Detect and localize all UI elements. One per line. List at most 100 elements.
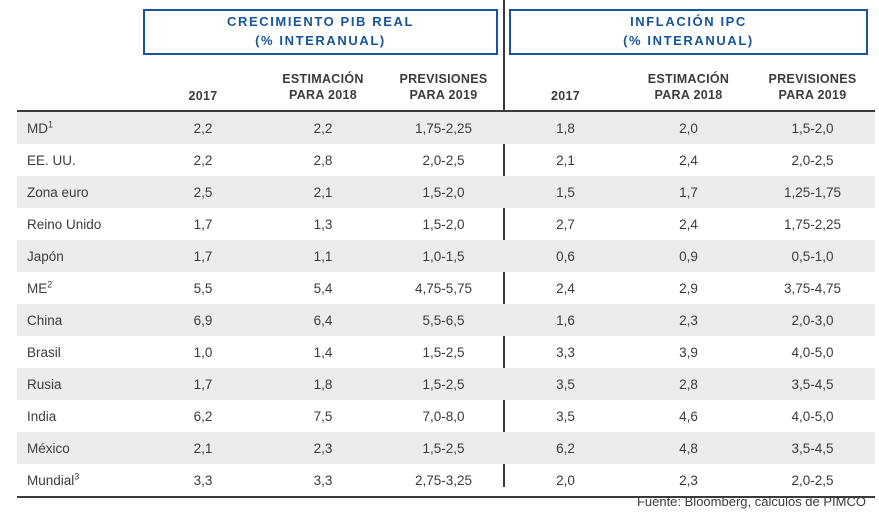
row-label: EE. UU. bbox=[27, 152, 76, 168]
ipc-value-2018: 1,7 bbox=[679, 184, 698, 200]
data-table: 2017 ESTIMACIÓN PARA 2018 PREVISIONES PA… bbox=[17, 55, 875, 498]
ipc-value-2018: 0,9 bbox=[679, 248, 698, 264]
gdp-col-prev-2019-label: PREVISIONES PARA 2019 bbox=[399, 71, 488, 102]
table-row: EE. UU. 2,2 2,8 2,0-2,5 2,1 2,4 2,0-2,5 bbox=[17, 144, 875, 176]
gdp-subtitle: (% INTERANUAL) bbox=[255, 33, 386, 48]
ipc-value-2017: 1,8 bbox=[556, 120, 575, 136]
gdp-col-est-2018-label: ESTIMACIÓN PARA 2018 bbox=[282, 71, 364, 102]
row-label-footnote: 1 bbox=[48, 119, 54, 129]
row-label: Rusia bbox=[27, 376, 62, 392]
pib-value-2019: 1,5-2,5 bbox=[422, 376, 465, 392]
ipc-value-2019: 4,0-5,0 bbox=[791, 344, 834, 360]
pib-value-2018: 3,3 bbox=[313, 472, 333, 488]
pib-value-2017: 1,0 bbox=[193, 344, 213, 360]
ipc-value-2017: 3,5 bbox=[556, 376, 575, 392]
pib-value-2018: 1,4 bbox=[313, 344, 333, 360]
table-row: Brasil 1,0 1,4 1,5-2,5 3,3 3,9 4,0-5,0 bbox=[17, 336, 875, 368]
table-row: India 6,2 7,5 7,0-8,0 3,5 4,6 4,0-5,0 bbox=[17, 400, 875, 432]
pib-value-2018: 6,4 bbox=[313, 312, 333, 328]
pib-value-2017: 6,2 bbox=[193, 408, 213, 424]
pib-value-2019: 1,0-1,5 bbox=[422, 248, 465, 264]
ipc-col-2017-label: 2017 bbox=[550, 89, 580, 103]
row-label: MD1 bbox=[27, 119, 54, 136]
pib-value-2019: 5,5-6,5 bbox=[422, 312, 465, 328]
row-label: China bbox=[27, 312, 63, 328]
ipc-title-box: INFLACIÓN IPC (% INTERANUAL) bbox=[509, 9, 868, 55]
ipc-value-2018: 2,8 bbox=[679, 376, 698, 392]
row-label: India bbox=[27, 408, 57, 424]
table-header: 2017 ESTIMACIÓN PARA 2018 PREVISIONES PA… bbox=[17, 55, 875, 111]
ipc-value-2018: 2,9 bbox=[679, 280, 698, 296]
table-row: Japón 1,7 1,1 1,0-1,5 0,6 0,9 0,5-1,0 bbox=[17, 240, 875, 272]
table-row: ME2 5,5 5,4 4,75-5,75 2,4 2,9 3,75-4,75 bbox=[17, 272, 875, 304]
pib-value-2017: 1,7 bbox=[193, 248, 213, 264]
ipc-value-2018: 2,3 bbox=[679, 312, 698, 328]
table-row: Reino Unido 1,7 1,3 1,5-2,0 2,7 2,4 1,75-2,25 bbox=[17, 208, 875, 240]
pib-value-2018: 2,8 bbox=[313, 152, 333, 168]
ipc-value-2017: 1,6 bbox=[556, 312, 575, 328]
pib-value-2018: 2,1 bbox=[313, 184, 333, 200]
pib-value-2019: 4,75-5,75 bbox=[414, 280, 473, 296]
ipc-value-2017: 6,2 bbox=[556, 440, 575, 456]
ipc-value-2017: 1,5 bbox=[556, 184, 575, 200]
ipc-value-2019: 2,0-3,0 bbox=[791, 312, 834, 328]
pib-value-2019: 1,5-2,5 bbox=[422, 344, 465, 360]
ipc-value-2017: 2,4 bbox=[556, 280, 575, 296]
pib-value-2019: 2,75-3,25 bbox=[414, 472, 473, 488]
gdp-title: CRECIMIENTO PIB REAL bbox=[226, 14, 415, 30]
row-label-footnote: 3 bbox=[74, 471, 80, 481]
ipc-value-2018: 2,4 bbox=[679, 152, 698, 168]
label-column-header bbox=[17, 55, 143, 111]
ipc-value-2019: 4,0-5,0 bbox=[791, 408, 834, 424]
ipc-value-2018: 4,8 bbox=[679, 440, 698, 456]
table-row: Rusia 1,7 1,8 1,5-2,5 3,5 2,8 3,5-4,5 bbox=[17, 368, 875, 400]
row-label: Mundial3 bbox=[27, 471, 80, 488]
gdp-title-box: CRECIMIENTO PIB REAL (% INTERANUAL) bbox=[143, 9, 498, 55]
ipc-value-2017: 2,1 bbox=[556, 152, 575, 168]
ipc-value-2017: 2,0 bbox=[556, 472, 575, 488]
pib-value-2017: 3,3 bbox=[193, 472, 213, 488]
row-label-footnote: 2 bbox=[47, 279, 53, 289]
pib-value-2017: 2,1 bbox=[193, 440, 213, 456]
table-row: MD1 2,2 2,2 1,75-2,25 1,8 2,0 1,5-2,0 bbox=[17, 111, 875, 144]
pib-value-2018: 5,4 bbox=[313, 280, 333, 296]
pib-value-2017: 2,5 bbox=[193, 184, 213, 200]
pib-value-2018: 7,5 bbox=[313, 408, 333, 424]
ipc-value-2018: 2,3 bbox=[679, 472, 698, 488]
ipc-col-prev-2019-label: PREVISIONES PARA 2019 bbox=[768, 71, 857, 102]
ipc-value-2019: 1,75-2,25 bbox=[783, 216, 842, 232]
gdp-col-2017: 2017 bbox=[143, 55, 263, 111]
pib-value-2017: 1,7 bbox=[193, 216, 213, 232]
pib-value-2019: 2,0-2,5 bbox=[422, 152, 465, 168]
ipc-value-2017: 3,3 bbox=[556, 344, 575, 360]
ipc-value-2019: 3,75-4,75 bbox=[783, 280, 842, 296]
pib-value-2019: 1,5-2,5 bbox=[422, 440, 465, 456]
ipc-value-2019: 1,5-2,0 bbox=[791, 120, 834, 136]
ipc-value-2017: 2,7 bbox=[556, 216, 575, 232]
ipc-col-est-2018-label: ESTIMACIÓN PARA 2018 bbox=[647, 71, 730, 102]
gdp-col-prev-2019: PREVISIONES PARA 2019 bbox=[383, 55, 504, 111]
ipc-subtitle: (% INTERANUAL) bbox=[623, 33, 754, 48]
pib-value-2018: 1,8 bbox=[313, 376, 333, 392]
table-row: China 6,9 6,4 5,5-6,5 1,6 2,3 2,0-3,0 bbox=[17, 304, 875, 336]
gdp-col-est-2018: ESTIMACIÓN PARA 2018 bbox=[263, 55, 383, 111]
ipc-value-2019: 1,25-1,75 bbox=[783, 184, 842, 200]
ipc-title: INFLACIÓN IPC bbox=[630, 14, 747, 30]
pib-value-2018: 1,3 bbox=[313, 216, 333, 232]
column-header-row: 2017 ESTIMACIÓN PARA 2018 PREVISIONES PA… bbox=[17, 55, 875, 111]
table-row: México 2,1 2,3 1,5-2,5 6,2 4,8 3,5-4,5 bbox=[17, 432, 875, 464]
pib-value-2019: 7,0-8,0 bbox=[422, 408, 465, 424]
table-row: Zona euro 2,5 2,1 1,5-2,0 1,5 1,7 1,25-1,75 bbox=[17, 176, 875, 208]
ipc-value-2019: 0,5-1,0 bbox=[791, 248, 834, 264]
pib-value-2018: 2,2 bbox=[313, 120, 333, 136]
pib-value-2017: 1,7 bbox=[193, 376, 213, 392]
ipc-col-est-2018: ESTIMACIÓN PARA 2018 bbox=[627, 55, 750, 111]
ipc-value-2018: 2,4 bbox=[679, 216, 698, 232]
pib-value-2017: 5,5 bbox=[193, 280, 213, 296]
source-note: Fuente: Bloomberg, cálculos de PIMCO bbox=[636, 494, 866, 509]
row-label: Zona euro bbox=[27, 184, 89, 200]
ipc-value-2017: 3,5 bbox=[556, 408, 575, 424]
ipc-col-2017: 2017 bbox=[504, 55, 627, 111]
row-label: ME2 bbox=[27, 279, 53, 296]
